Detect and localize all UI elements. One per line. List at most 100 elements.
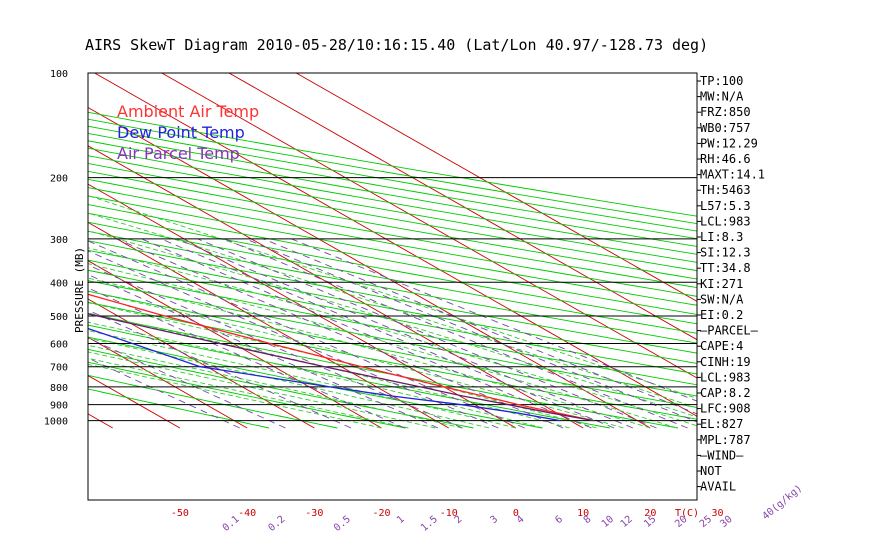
pressure-tick-label: 700 (50, 363, 68, 374)
pressure-axis: 100 200 300 400 500 600 700 800 900 1000 (44, 69, 68, 428)
y-axis-label: PRESSURE (MB) (73, 247, 86, 333)
dry-adiabat-line (88, 178, 697, 289)
pressure-tick-label: 600 (50, 340, 68, 351)
dry-adiabat-line (88, 290, 697, 408)
index-entry: MAXT:14.1 (700, 168, 765, 182)
mixing-ratio-label: 8 (582, 514, 594, 526)
mixing-ratio-label: 2 (453, 514, 465, 526)
moist-adiabat-line (88, 277, 651, 429)
mixing-ratio-label: 4 (515, 514, 527, 526)
isotherm-line (161, 73, 697, 379)
dry-adiabat-line (88, 259, 697, 375)
index-entry: MPL:787 (700, 433, 751, 447)
mixing-ratio-lines (88, 238, 697, 429)
pressure-tick-label: 500 (50, 312, 68, 323)
moist-adiabat-line (88, 212, 697, 409)
dry-adiabat-line (88, 125, 697, 232)
bottom-temperature-tick: -50 (171, 508, 189, 519)
dry-adiabat-line (88, 195, 697, 306)
isotherm-line (88, 145, 584, 429)
bottom-temperature-tick: 20 (644, 508, 656, 519)
temperature-profile-line (88, 293, 594, 422)
dry-adiabat-line (88, 204, 697, 315)
mixing-ratio-label: 40(g/kg) (761, 483, 805, 522)
dry-adiabat-line (88, 155, 697, 263)
bottom-temperature-axis: -50 -40 -30 -20 -10 0 10 20 30 T(C) (171, 508, 724, 519)
isotherm-line (228, 73, 697, 341)
index-entry: FRZ:850 (700, 105, 751, 119)
isotherm-line (88, 260, 382, 429)
index-entry: CAP:8.2 (700, 386, 751, 400)
moist-adiabat-line (88, 195, 697, 399)
mixing-ratio-line (224, 238, 688, 429)
mixing-ratio-line (197, 238, 657, 429)
bottom-temperature-tick: 0 (513, 508, 519, 519)
dry-adiabat-line (88, 313, 679, 429)
mixing-ratio-line (177, 238, 634, 429)
mixing-ratio-label: 3 (489, 514, 501, 526)
bottom-temperature-tick: -40 (238, 508, 256, 519)
legend-entry: Dew Point Temp (117, 123, 245, 142)
index-entry: EI:0.2 (700, 308, 743, 322)
index-entry: SW:N/A (700, 292, 744, 306)
isotherm-line (88, 413, 113, 429)
isotherm-line (88, 336, 248, 429)
dry-adiabat-line (88, 388, 270, 429)
index-entry: LCL:983 (700, 214, 751, 228)
legend-entry: Ambient Air Temp (117, 102, 259, 121)
index-entry: CAPE:4 (700, 339, 743, 353)
index-entry: EL:827 (700, 417, 743, 431)
dry-adiabat-line (88, 170, 697, 280)
dry-adiabat-line (88, 361, 406, 429)
moist-adiabat-line (88, 302, 597, 429)
chart-title: AIRS SkewT Diagram 2010-05-28/10:16:15.4… (85, 36, 708, 54)
bottom-temperature-tick: 30 (712, 508, 724, 519)
index-entry: MW:N/A (700, 90, 744, 104)
dry-adiabat-line (88, 280, 697, 397)
dry-adiabat-line (88, 162, 697, 272)
index-entry: LI:8.3 (700, 230, 743, 244)
bottom-temperature-tick: -10 (440, 508, 458, 519)
mixing-ratio-line (88, 264, 463, 429)
mixing-ratio-label: 6 (553, 514, 565, 526)
mixing-ratio-line (116, 238, 564, 429)
dry-adiabat-line (88, 240, 697, 354)
index-entry: —PARCEL— (700, 324, 759, 338)
bottom-temperature-tick: -30 (305, 508, 323, 519)
mixing-ratio-label: 1 (395, 514, 407, 526)
index-entry: CINH:19 (700, 355, 751, 369)
moist-adiabat-line (88, 230, 697, 418)
mixing-ratio-line (291, 238, 697, 402)
dry-adiabat-line (88, 301, 697, 420)
index-entry: AVAIL (700, 480, 736, 494)
isotherm-line (88, 183, 517, 429)
dry-adiabat-line (88, 140, 697, 247)
index-entry: LFC:908 (700, 402, 751, 416)
moist-adiabat-line (88, 247, 697, 427)
parcel-profile-line (88, 313, 594, 422)
dry-adiabat-line (88, 374, 338, 429)
plot-frame (87, 72, 698, 501)
pressure-tick-label: 100 (50, 69, 68, 80)
pressure-tick-label: 300 (50, 235, 68, 246)
bottom-temperature-tick: 10 (577, 508, 589, 519)
index-entry: PW:12.29 (700, 136, 758, 150)
mixing-ratio-line (160, 238, 615, 429)
pressure-tick-label: 900 (50, 401, 68, 412)
bottom-temperature-tick: -20 (372, 508, 390, 519)
mixing-ratio-line (88, 357, 240, 429)
bottom-unit-label: T(C) (675, 508, 699, 519)
index-entry: RH:46.6 (700, 152, 751, 166)
moist-adiabat-line (88, 312, 570, 429)
dry-adiabat-line (88, 118, 697, 225)
mixing-ratio-line (88, 337, 286, 429)
isobar-lines (88, 73, 697, 422)
moist-adiabat-lines (88, 195, 697, 429)
legend: Ambient Air Temp Dew Point Temp Air Parcel… (117, 102, 259, 163)
moist-adiabat-line (88, 330, 517, 429)
plot-area (88, 73, 697, 429)
mixing-ratio-line (88, 274, 439, 429)
index-entry: SI:12.3 (700, 246, 751, 260)
moist-adiabat-line (88, 351, 436, 429)
